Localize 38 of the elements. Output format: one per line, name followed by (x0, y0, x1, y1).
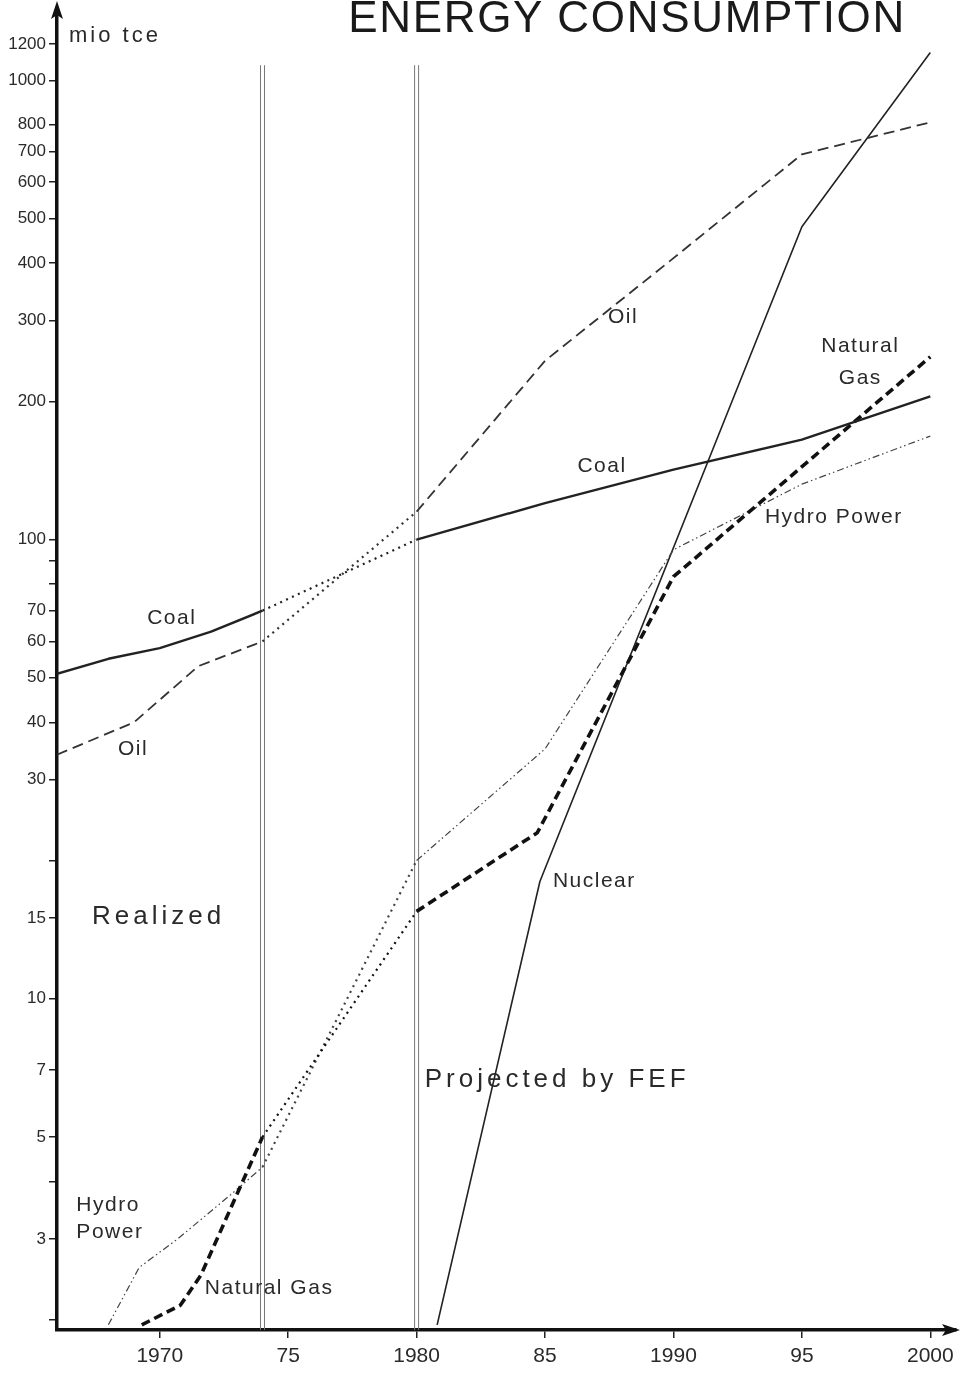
y-axis-title: mio tce (69, 22, 161, 48)
y-tick-label: 40 (27, 711, 46, 731)
y-tick-label: 5 (36, 1126, 46, 1146)
x-tick-label: 1970 (136, 1343, 184, 1367)
y-tick-label: 200 (17, 390, 46, 410)
y-tick-label: 60 (27, 631, 46, 651)
series-label: Oil (607, 303, 639, 327)
chart-title: ENERGY CONSUMPTION (348, 0, 906, 42)
text: Coal (147, 604, 197, 628)
y-tick-label: 1000 (8, 69, 46, 89)
y-tick-label: 15 (27, 907, 46, 927)
y-tick-label: 50 (27, 667, 46, 687)
y-tick-label: 70 (27, 600, 46, 620)
text: Oil (117, 736, 149, 760)
y-tick-label: 30 (27, 769, 46, 789)
series-label: Hydro Power (764, 503, 903, 527)
series-label: Natural Gas (821, 332, 900, 388)
y-tick-label: 500 (17, 208, 46, 228)
y-tick-label: 300 (17, 310, 46, 330)
y-tick-label: 400 (17, 252, 46, 272)
y-tick-label: 700 (17, 141, 46, 161)
series-label: Nuclear (552, 868, 636, 892)
x-tick-label: 1990 (650, 1343, 697, 1367)
x-tick-label: 75 (276, 1343, 300, 1367)
y-tick-label: 800 (17, 114, 46, 134)
y-tick-label: 7 (36, 1059, 46, 1079)
y-tick-label: 1200 (8, 33, 46, 53)
series-label: Coal (577, 452, 627, 476)
y-tick-label: 3 (36, 1228, 46, 1248)
x-tick-label: 95 (790, 1343, 814, 1367)
annotation: Realized (92, 899, 226, 930)
y-tick-label: 600 (17, 171, 46, 191)
y-tick-label: 10 (27, 988, 46, 1008)
x-tick-label: 2000 (906, 1343, 954, 1367)
text: Hydro Power (76, 1191, 144, 1242)
y-tick-label: 100 (17, 529, 46, 549)
x-tick-label: 1980 (393, 1343, 440, 1367)
x-tick-label: 85 (533, 1343, 557, 1367)
